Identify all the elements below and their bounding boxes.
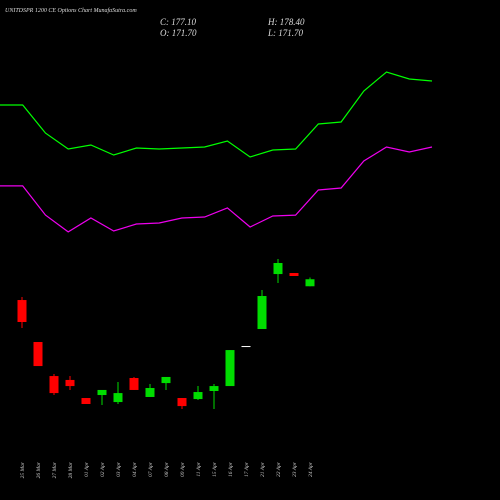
candle-body (225, 350, 235, 387)
candle-body (257, 296, 267, 330)
candle-body (193, 392, 203, 400)
open-info: O: 171.70 (160, 28, 197, 38)
candle-body (241, 346, 251, 348)
high-info: H: 178.40 (267, 17, 305, 27)
band-line (0, 146, 433, 233)
x-tick-label: 27 Mar (52, 461, 58, 478)
x-tick-label: 07 Apr (148, 461, 154, 477)
x-tick-label: 01 Apr (84, 461, 90, 477)
x-tick-label: 22 Apr (276, 461, 282, 477)
candle-body (145, 388, 155, 397)
x-tick-label: 25 Mar (20, 461, 26, 478)
candle-body (161, 376, 171, 384)
chart-title: UNITDSPR 1200 CE Options Chart MunafaSut… (5, 7, 137, 14)
x-tick-label: 02 Apr (100, 461, 106, 477)
candle-body (289, 273, 299, 276)
x-tick-label: 08 Apr (164, 461, 170, 477)
band-line (0, 71, 433, 158)
low-info: L: 171.70 (267, 28, 304, 38)
candle-body (17, 300, 27, 322)
x-tick-label: 11 Apr (196, 461, 202, 476)
x-tick-label: 09 Apr (180, 461, 186, 477)
candle-body (49, 376, 59, 394)
x-tick-label: 15 Apr (212, 461, 218, 477)
close-info: C: 177.10 (160, 17, 197, 27)
candle-body (177, 398, 187, 407)
x-tick-label: 17 Apr (244, 461, 250, 477)
x-tick-label: 21 Apr (260, 461, 266, 477)
x-tick-label: 28 Mar (68, 461, 74, 478)
candle-body (81, 398, 91, 404)
candle-body (305, 279, 315, 287)
x-tick-label: 26 Mar (36, 461, 42, 478)
x-tick-label: 03 Apr (116, 461, 122, 477)
candle-body (113, 393, 123, 403)
x-tick-label: 24 Apr (307, 461, 314, 477)
x-tick-label: 23 Apr (292, 461, 298, 477)
candle-body (209, 386, 219, 391)
candle-body (65, 379, 75, 387)
candle-body (97, 389, 107, 396)
candle-body (129, 378, 139, 390)
x-tick-label: 04 Apr (131, 461, 138, 477)
candle-body (33, 342, 43, 367)
candle-body (273, 263, 283, 275)
x-tick-label: 16 Apr (228, 461, 234, 477)
